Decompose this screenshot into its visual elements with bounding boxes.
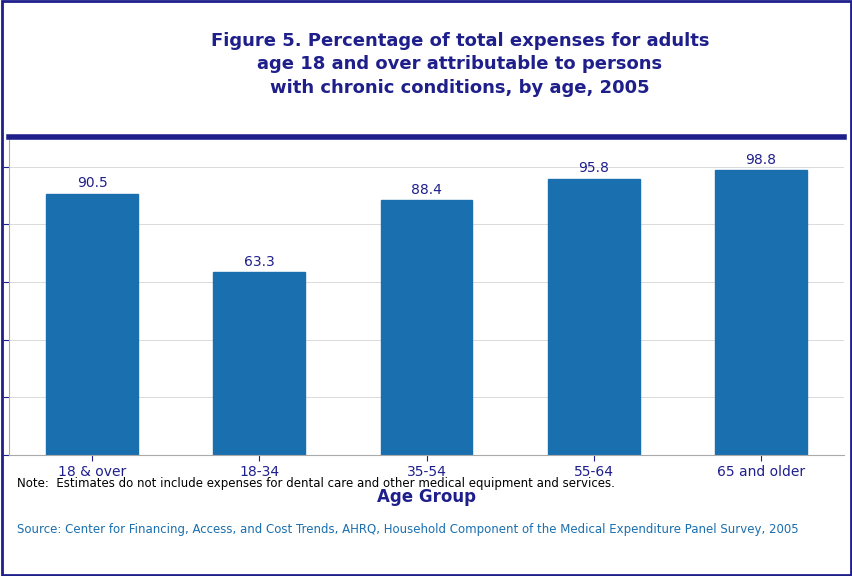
Text: 63.3: 63.3 [244,255,274,269]
Text: 95.8: 95.8 [578,161,608,175]
Bar [547,179,639,455]
Text: 90.5: 90.5 [77,176,107,191]
Text: 98.8: 98.8 [745,153,775,166]
Text: 88.4: 88.4 [411,183,441,196]
Bar [213,272,305,455]
Bar [46,194,138,455]
Bar [714,170,806,455]
Bar [380,200,472,455]
Text: Source: Center for Financing, Access, and Cost Trends, AHRQ, Household Component: Source: Center for Financing, Access, an… [17,523,797,536]
Text: Figure 5. Percentage of total expenses for adults
age 18 and over attributable t: Figure 5. Percentage of total expenses f… [210,32,708,97]
Text: Note:  Estimates do not include expenses for dental care and other medical equip: Note: Estimates do not include expenses … [17,477,614,490]
X-axis label: Age Group: Age Group [377,488,475,506]
